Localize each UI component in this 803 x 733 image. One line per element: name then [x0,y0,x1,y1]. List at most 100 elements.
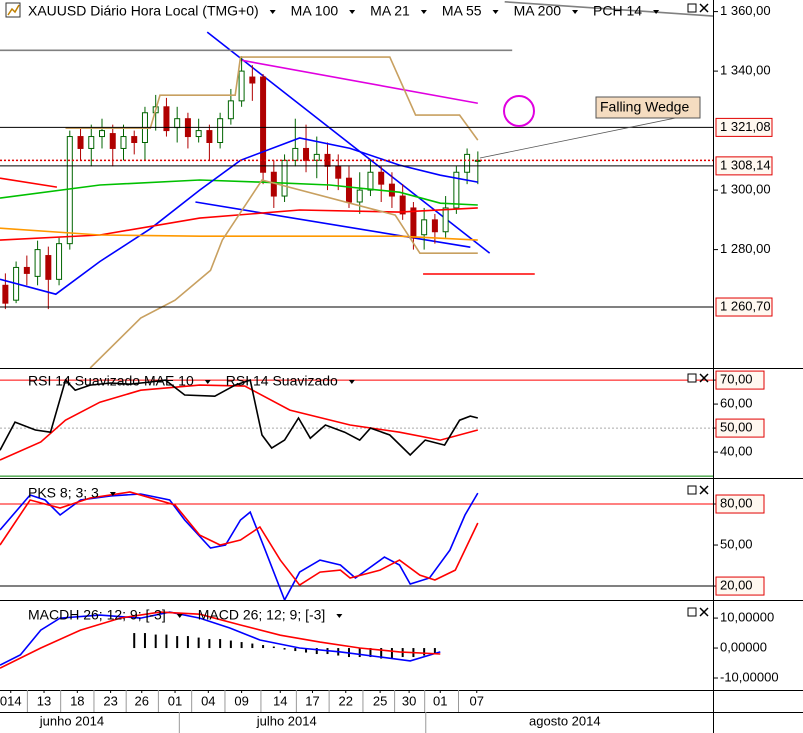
legend-label: RSI 14 Suavizado [226,373,338,389]
candle-body [174,118,181,129]
legend-arrow [348,380,355,384]
candle-body [378,171,385,185]
candle-body [292,147,299,161]
y-tick-label: 20,00 [720,577,753,592]
candle-body [99,130,106,138]
candle-body [399,195,406,215]
legend-label: MA 21 [370,3,410,19]
y-tick-label: 0,00000 [720,639,767,654]
legend-arrow [492,10,499,14]
legend-label: XAUUSD Diário Hora Local (TMG+0) [28,3,259,19]
candle-body [23,266,30,274]
legend-arrow [269,10,276,14]
x-tick-label: 23 [103,693,117,708]
series-line [0,384,479,461]
legend-label: MA 55 [442,3,482,19]
candle-body [431,219,438,233]
level-box [715,297,773,317]
y-tick-label: 60,00 [720,396,753,411]
trendline [240,59,478,105]
candle-body [464,153,471,173]
legend-arrow [336,614,343,618]
candle-body [77,136,84,149]
annotation-pointer [479,112,701,159]
candle-body [249,76,256,84]
candle-body [356,189,363,203]
panel-close [699,485,709,495]
legend-arrow [420,10,427,14]
y-tick-label: 70,00 [720,372,753,387]
candle-body [335,165,342,179]
panel [0,611,441,669]
y-tick-label: 50,00 [720,536,753,551]
series-line [89,179,478,368]
level-box [715,156,773,176]
x-tick-label: 14 [273,693,287,708]
candle-body [453,171,460,209]
candle-body [367,171,374,191]
candle-body [206,130,213,143]
legend-label: MA 200 [514,3,562,19]
x-tick-label: 01 [433,693,447,708]
candle-body [34,249,41,277]
y-tick-label: 1 280,00 [720,241,771,256]
candle-body [217,118,224,143]
trendline [0,177,58,188]
series-line [0,611,441,666]
candle-body [260,76,267,173]
candle-body [120,136,127,149]
candle-body [56,243,63,280]
y-tick-label: 50,00 [720,420,753,435]
panel [0,491,713,600]
candle-body [313,153,320,161]
y-tick-box [715,418,765,438]
panel-close [699,607,709,617]
panel-icon [687,607,697,617]
candle-body [442,207,449,233]
legend-arrow [204,380,211,384]
series-line [0,378,478,457]
x-tick-label: 01 [168,693,182,708]
panel-icon [687,3,697,13]
legend-label: PCH 14 [593,3,642,19]
panel-icon [687,373,697,383]
y-tick-label: 10,00000 [720,610,774,625]
legend-label: RSI 14 Suavizado MAE 10 [28,373,194,389]
y-tick-label: -10,00000 [720,669,779,684]
y-tick-box [715,576,765,596]
y-tick-label: 40,00 [720,444,753,459]
panel-icon [687,485,697,495]
x-tick-label: 13 [37,693,51,708]
legend-label: MACD 26; 12; 9; [-3] [198,607,326,623]
x-tick-label: 17 [305,693,319,708]
candle-body [195,130,202,138]
level-label: 1 321,08 [720,119,771,134]
trendline [206,31,491,254]
series-line [0,207,478,241]
panel [0,378,713,477]
legend-label: PKS 8; 3; 3 [28,485,99,501]
legend-arrow [653,10,660,14]
x-tick-label: 18 [70,693,84,708]
x-tick-label: 22 [339,693,353,708]
x-tick-label: 25 [373,693,387,708]
legend-arrow [109,492,116,496]
candle-body [421,219,428,236]
y-tick-label: 80,00 [720,495,753,510]
legend-arrow [349,10,356,14]
annotation-box [595,96,701,119]
month-label: agosto 2014 [529,713,601,728]
annotation: Falling Wedge [600,99,689,115]
level-label: 1 260,70 [720,298,771,313]
y-tick-box [715,370,765,390]
symbol-icon-line [7,4,20,16]
candle-body [2,284,9,304]
candle-body [238,70,245,102]
series-line [65,56,479,141]
trendline [504,0,713,17]
marker-circle [503,95,535,127]
x-tick-label: 26 [135,693,149,708]
candle-body [388,183,395,197]
